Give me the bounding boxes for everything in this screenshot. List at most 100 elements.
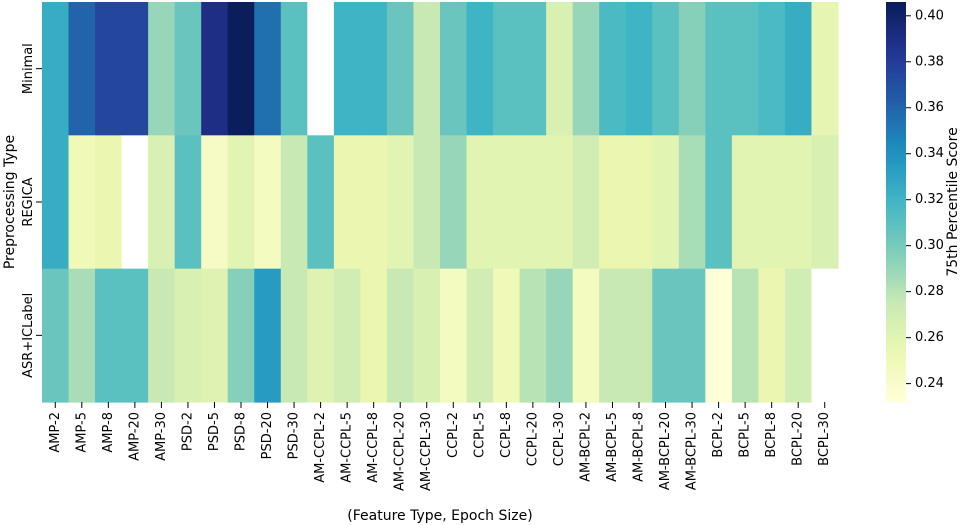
heatmap-cell xyxy=(599,268,627,403)
heatmap-cells xyxy=(42,2,839,403)
y-axis-label: Preprocessing Type xyxy=(2,135,18,269)
heatmap-cell xyxy=(546,268,574,403)
x-tick-label: BCPL-5 xyxy=(738,412,753,458)
heatmap-cell xyxy=(95,135,123,270)
heatmap-cell xyxy=(254,2,282,136)
colorbar-tick-label: 0.30 xyxy=(915,238,944,253)
heatmap-cell xyxy=(386,2,415,136)
y-tick-label: ASR+ICLabel xyxy=(21,293,36,378)
colorbar-tick-label: 0.26 xyxy=(915,330,944,345)
x-tick-label: PSD-20 xyxy=(260,412,275,459)
heatmap-cell xyxy=(572,2,600,136)
heatmap-cell xyxy=(42,2,70,136)
heatmap-cell xyxy=(254,268,282,403)
heatmap-cell xyxy=(811,135,839,270)
heatmap-cell xyxy=(280,2,308,136)
heatmap-cell xyxy=(678,268,706,403)
heatmap-cell xyxy=(201,268,229,403)
colorbar-label: 75th Percentile Score xyxy=(945,127,961,276)
heatmap-cell xyxy=(174,135,202,270)
heatmap-cell xyxy=(386,135,415,270)
x-tick-label: BCPL-30 xyxy=(817,412,832,466)
x-tick-label: AMP-8 xyxy=(101,412,116,453)
heatmap-cell xyxy=(493,2,521,136)
x-tick-label: PSD-5 xyxy=(207,412,222,451)
heatmap-cell xyxy=(546,2,574,136)
colorbar-tick-label: 0.28 xyxy=(915,284,944,299)
heatmap-cell xyxy=(493,135,521,270)
heatmap-cell xyxy=(280,268,308,403)
heatmap-cell xyxy=(758,2,786,136)
heatmap-cell xyxy=(440,268,468,403)
heatmap-cell xyxy=(333,2,361,136)
heatmap-cell xyxy=(599,135,627,270)
heatmap-cell xyxy=(360,135,388,270)
heatmap-cell xyxy=(705,135,733,270)
heatmap-cell xyxy=(705,2,733,136)
heatmap-cell xyxy=(121,268,149,403)
x-tick-label: CCPL-30 xyxy=(552,412,567,466)
x-tick-label: PSD-30 xyxy=(287,412,302,459)
heatmap-cell xyxy=(784,2,813,136)
x-tick-label: BCPL-20 xyxy=(791,412,806,466)
heatmap-cell xyxy=(307,135,335,270)
heatmap-cell xyxy=(811,2,839,136)
x-tick-label: AM-CCPL-20 xyxy=(393,412,408,491)
heatmap-cell xyxy=(519,135,547,270)
heatmap-cell xyxy=(731,2,759,136)
x-tick-label: BCPL-8 xyxy=(764,412,779,458)
heatmap-cell xyxy=(572,268,600,403)
x-tick-label: CCPL-8 xyxy=(499,412,514,458)
y-tick-label: Minimal xyxy=(21,43,36,94)
heatmap-cell xyxy=(678,2,706,136)
heatmap-cell xyxy=(201,135,229,270)
colorbar-tick-label: 0.38 xyxy=(915,54,944,69)
y-tick-label: REGICA xyxy=(21,177,36,226)
heatmap-cell xyxy=(413,268,441,403)
heatmap-cell xyxy=(652,2,680,136)
heatmap-cell xyxy=(678,135,706,270)
x-tick-label: AMP-30 xyxy=(154,412,169,461)
heatmap-cell xyxy=(572,135,600,270)
heatmap-cell xyxy=(625,268,653,403)
x-tick-label: AM-CCPL-2 xyxy=(313,412,328,483)
heatmap-cell xyxy=(493,268,521,403)
x-tick-label: CCPL-2 xyxy=(446,412,461,458)
heatmap-cell xyxy=(174,2,202,136)
heatmap-cell xyxy=(758,268,786,403)
heatmap-cell xyxy=(121,135,149,270)
heatmap-cell xyxy=(254,135,282,270)
heatmap-cell xyxy=(440,135,468,270)
heatmap-cell xyxy=(519,2,547,136)
heatmap-cell xyxy=(466,2,494,136)
heatmap-cell xyxy=(307,2,335,136)
heatmap-cell xyxy=(413,2,441,136)
heatmap-cell xyxy=(68,135,96,270)
heatmap-cell xyxy=(413,135,441,270)
heatmap-cell xyxy=(95,2,123,136)
x-tick-label: BCPL-2 xyxy=(711,412,726,458)
x-tick-label: AM-CCPL-8 xyxy=(366,412,381,483)
colorbar-tick-label: 0.40 xyxy=(915,8,944,23)
heatmap-cell xyxy=(784,268,813,403)
colorbar xyxy=(886,2,906,402)
heatmap-cell xyxy=(731,268,759,403)
x-axis-ticks: AMP-2 AMP-5 AMP-8 AMP-20 AMP-30 PSD-2 PSD-5 PSD… xyxy=(48,402,832,491)
heatmap-cell xyxy=(95,268,123,403)
heatmap-cell xyxy=(68,268,96,403)
heatmap-cell xyxy=(227,135,255,270)
heatmap-cell xyxy=(68,2,96,136)
heatmap-cell xyxy=(784,135,813,270)
heatmap-cell xyxy=(307,268,335,403)
x-tick-label: AMP-20 xyxy=(127,412,142,461)
heatmap-cell xyxy=(758,135,786,270)
heatmap-cell xyxy=(625,2,653,136)
heatmap-cell xyxy=(546,135,574,270)
x-tick-label: AM-BCPL-30 xyxy=(685,412,700,490)
x-tick-label: AM-BCPL-8 xyxy=(632,412,647,482)
heatmap-cell xyxy=(148,135,176,270)
heatmap-cell xyxy=(652,135,680,270)
heatmap-cell xyxy=(360,2,388,136)
x-tick-label: AM-CCPL-5 xyxy=(340,412,355,483)
heatmap-cell xyxy=(440,2,468,136)
